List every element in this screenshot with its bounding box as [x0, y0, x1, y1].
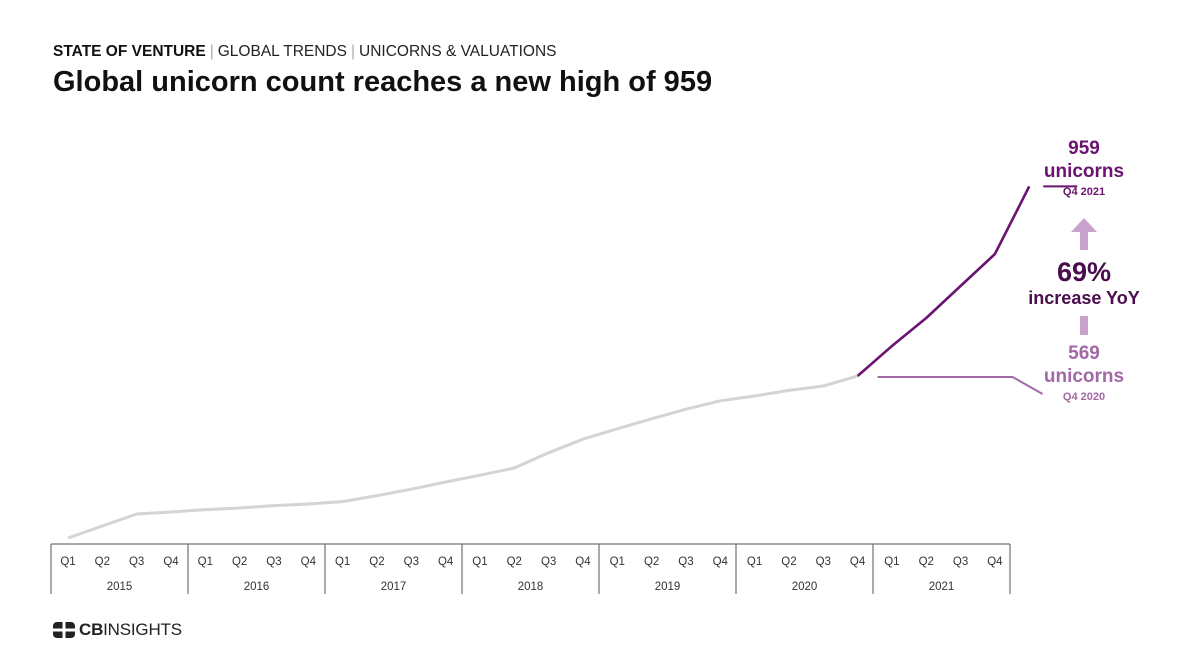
- x-year-label: 2015: [107, 581, 133, 593]
- x-year-label: 2017: [381, 581, 407, 593]
- breadcrumb-separator: |: [350, 43, 355, 60]
- increase-arrow-head: [1071, 218, 1097, 232]
- x-tick-label: Q3: [541, 556, 556, 568]
- breadcrumb-subtopic: UNICORNS & VALUATIONS: [359, 43, 557, 60]
- x-tick-label: Q2: [369, 556, 384, 568]
- cb-insights-logo-text: CBINSIGHTS: [79, 620, 182, 639]
- x-tick-label: Q3: [816, 556, 831, 568]
- series-line-history: [67, 374, 859, 540]
- series-line-highlight: [856, 185, 1031, 377]
- breadcrumb: STATE OF VENTURE | GLOBAL TRENDS | UNICORNS …: [53, 43, 557, 61]
- x-tick-label: Q3: [678, 556, 693, 568]
- series-lines: [67, 185, 1031, 540]
- annotation-end-period: Q4 2021: [1063, 186, 1105, 198]
- cb-insights-logo-icon: [53, 622, 75, 638]
- x-tick-label: Q3: [129, 556, 144, 568]
- leader-line-start: [877, 376, 1044, 395]
- breadcrumb-separator: |: [209, 43, 214, 60]
- x-tick-label: Q3: [266, 556, 281, 568]
- x-tick-label: Q4: [987, 556, 1003, 568]
- x-tick-label: Q1: [610, 556, 625, 568]
- x-tick-label: Q2: [919, 556, 934, 568]
- x-tick-label: Q2: [781, 556, 796, 568]
- annotation-start-unit: unicorns: [1044, 366, 1124, 387]
- x-tick-label: Q1: [747, 556, 762, 568]
- x-tick-label: Q1: [198, 556, 213, 568]
- x-tick-label: Q4: [163, 556, 179, 568]
- x-tick-label: Q1: [60, 556, 75, 568]
- x-axis: Q1 Q2 Q3 Q4 2015 Q1 Q2 Q3 Q4 2016 Q1 Q2 Q3 Q4 2017 Q1 Q2…: [50, 543, 1011, 594]
- annotation-end-value: 959: [1068, 138, 1100, 159]
- data-points: [67, 186, 1030, 539]
- annotation-start-period: Q4 2020: [1063, 391, 1105, 403]
- x-year-label: 2021: [929, 581, 955, 593]
- page-title: Global unicorn count reaches a new high …: [53, 66, 713, 98]
- x-year-label: 2016: [244, 581, 270, 593]
- x-tick-label: Q1: [335, 556, 350, 568]
- increase-arrow-shaft-bottom: [1080, 316, 1088, 335]
- x-tick-label: Q3: [953, 556, 968, 568]
- x-tick-label: Q2: [95, 556, 110, 568]
- breadcrumb-topic: GLOBAL TRENDS: [217, 43, 347, 60]
- x-tick-label: Q4: [438, 556, 454, 568]
- annotation-change-pct: 69%: [1057, 257, 1111, 287]
- annotation-start-value: 569: [1068, 343, 1100, 364]
- x-tick-label: Q4: [301, 556, 317, 568]
- annotation-change-label: increase YoY: [1028, 288, 1139, 308]
- x-tick-label: Q4: [850, 556, 866, 568]
- x-tick-label: Q3: [404, 556, 419, 568]
- x-tick-label: Q2: [644, 556, 659, 568]
- x-tick-label: Q4: [713, 556, 729, 568]
- annotation-end-unit: unicorns: [1044, 161, 1124, 182]
- x-year-label: 2020: [792, 581, 818, 593]
- breadcrumb-section: STATE OF VENTURE: [53, 43, 206, 60]
- increase-arrow-shaft-top: [1080, 232, 1088, 250]
- x-tick-label: Q1: [472, 556, 487, 568]
- x-tick-label: Q2: [507, 556, 522, 568]
- x-tick-label: Q1: [884, 556, 899, 568]
- x-tick-label: Q2: [232, 556, 247, 568]
- x-tick-label: Q4: [575, 556, 591, 568]
- x-year-label: 2018: [518, 581, 544, 593]
- x-year-label: 2019: [655, 581, 681, 593]
- cb-insights-logo: CBINSIGHTS: [53, 620, 182, 640]
